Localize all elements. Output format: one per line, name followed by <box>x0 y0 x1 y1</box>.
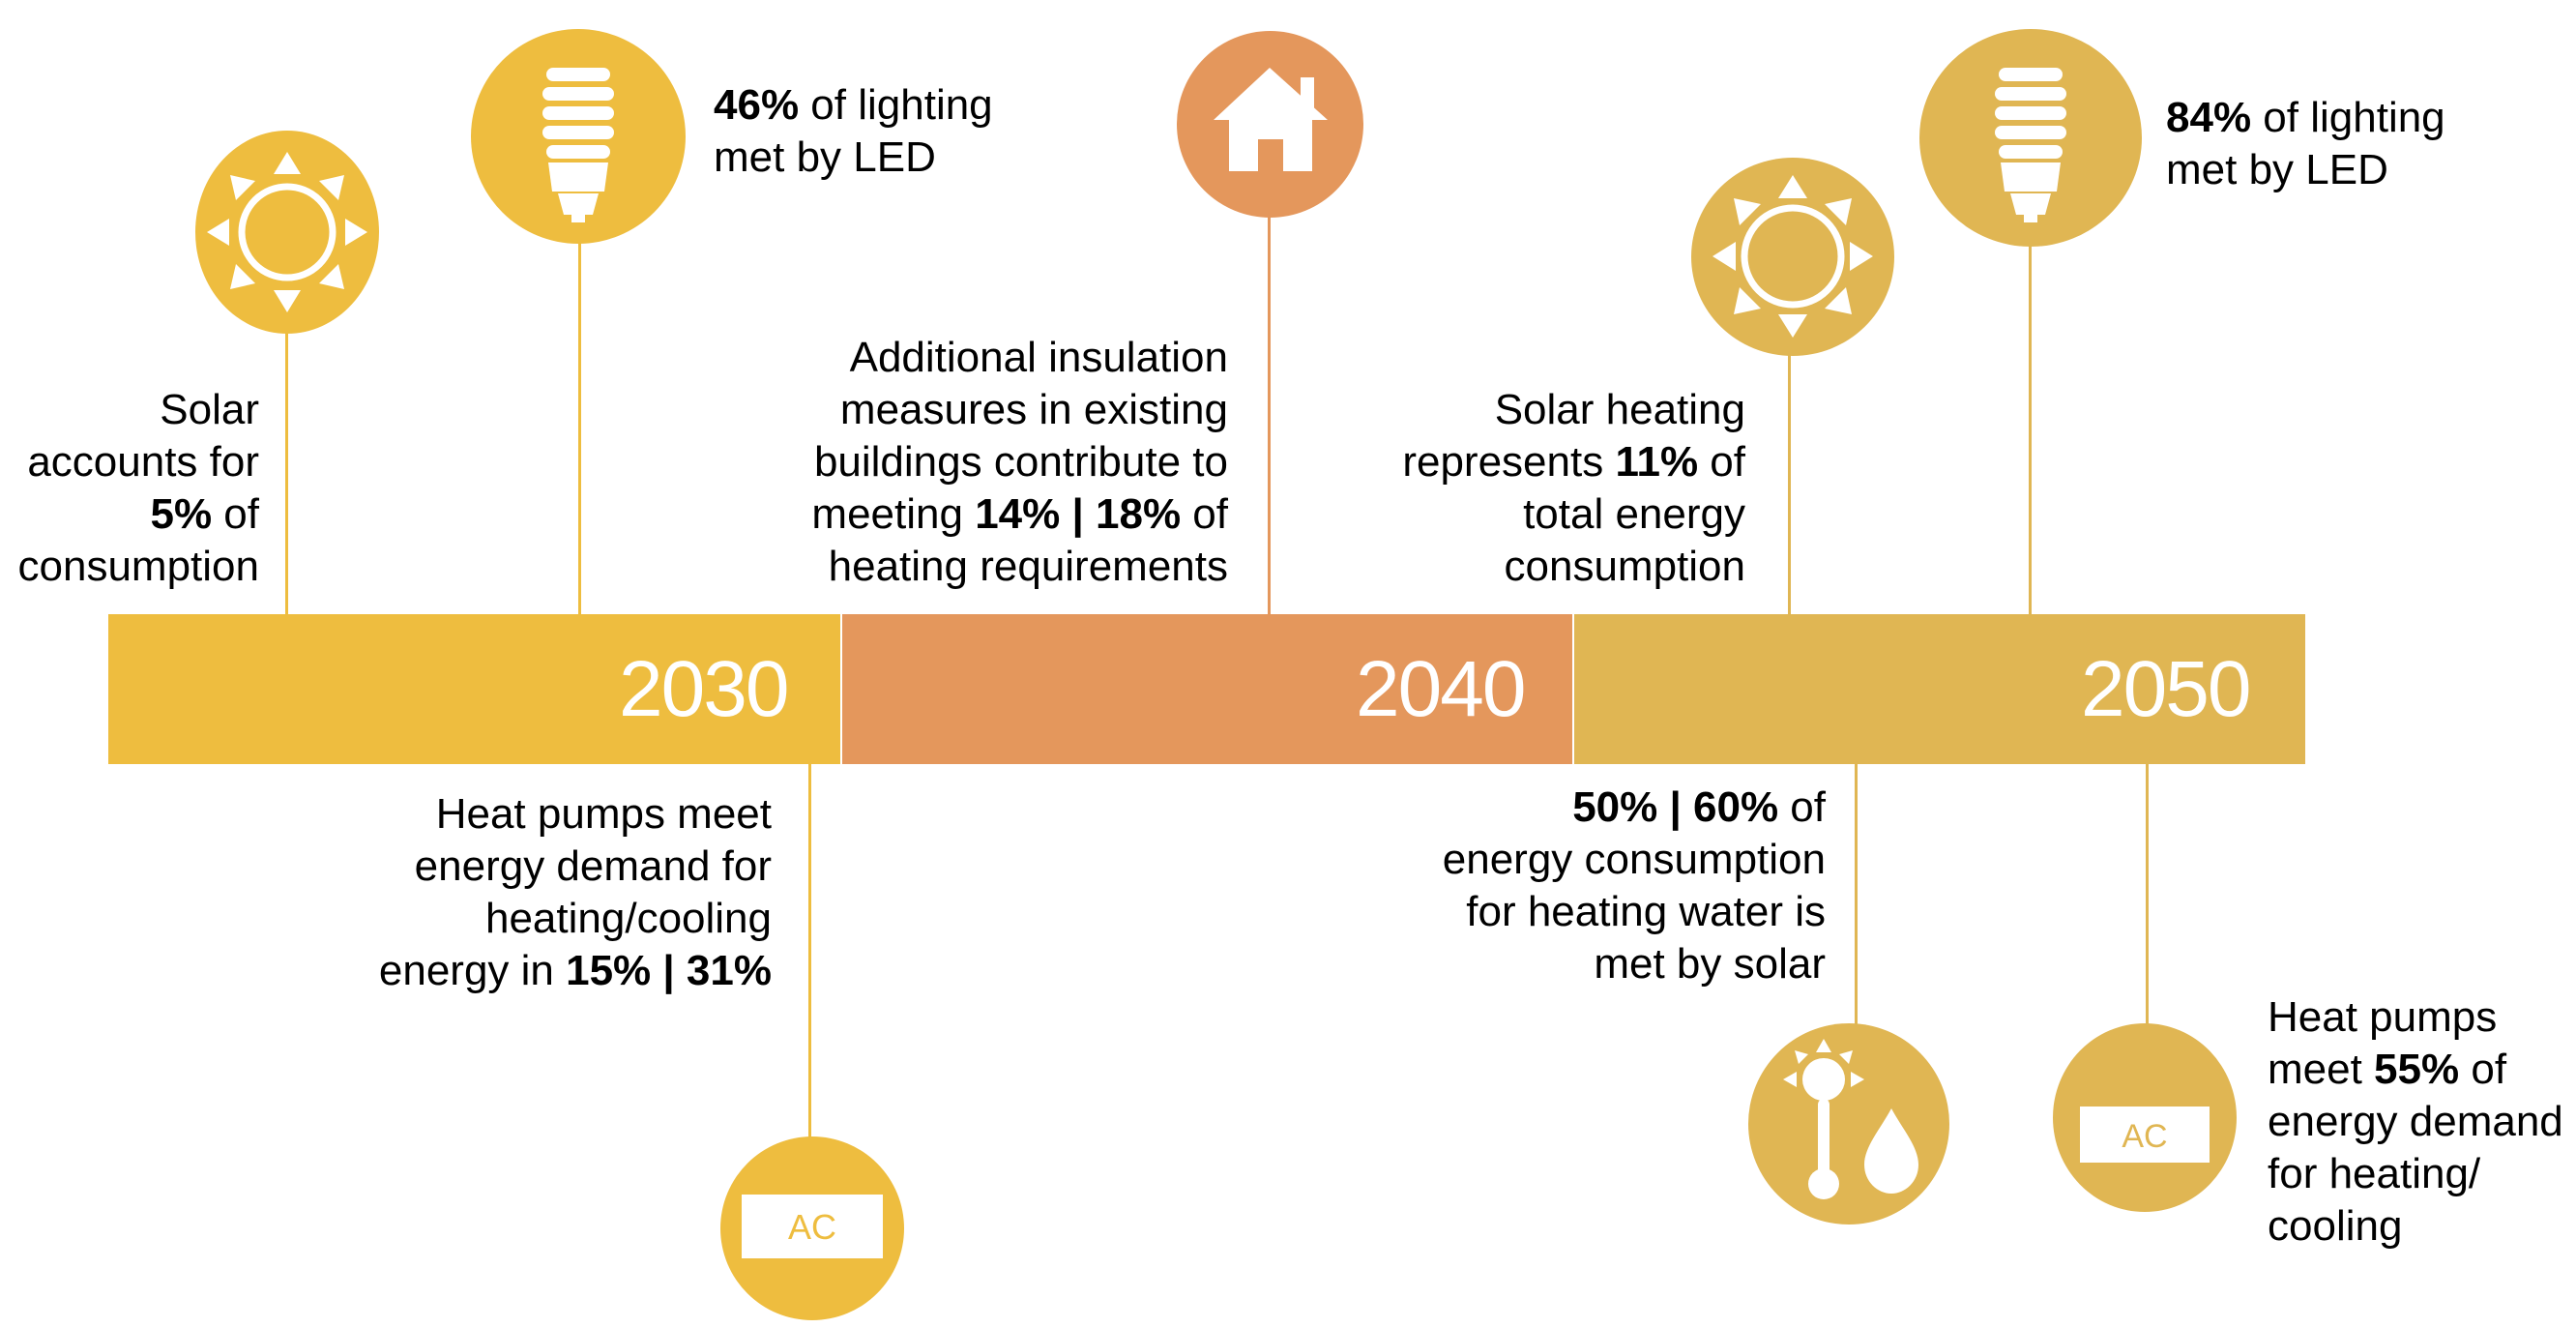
year-label-2030: 2030 <box>619 645 789 733</box>
stem-solar-2030 <box>285 329 288 615</box>
timeline-segment-2050 <box>1574 614 2305 764</box>
lightbulb-icon <box>1919 29 2142 247</box>
heatpump-2050-text: Heat pumps meet 55% of energy demand for… <box>2268 993 2563 1250</box>
lightbulb-icon <box>471 29 686 244</box>
timeline-segment-2040 <box>842 614 1572 764</box>
solar-heating-2050-text: Solar heating represents 11% of total en… <box>1402 386 1745 590</box>
ac-label: AC <box>788 1207 836 1247</box>
stem-ac-2030 <box>808 764 811 1141</box>
timeline-segment-2030 <box>108 614 840 764</box>
solar-water-heating-icon <box>1748 1023 1949 1225</box>
sun-icon <box>195 131 379 334</box>
stem-water-2050 <box>1855 764 1858 1035</box>
ac-label: AC <box>2122 1118 2167 1155</box>
air-conditioner-icon: AC <box>720 1136 904 1320</box>
led-2050-text: 84% of lighting met by LED <box>2166 94 2445 193</box>
solar-water-2050-text: 50% | 60% of energy consumption for heat… <box>1442 783 1826 988</box>
sun-icon <box>1691 158 1894 356</box>
insulation-2040-text: Additional insulation measures in existi… <box>811 334 1228 590</box>
heatpump-2030-text: Heat pumps meet energy demand for heatin… <box>378 790 772 994</box>
year-label-2050: 2050 <box>2081 645 2251 733</box>
stem-led-2030 <box>578 242 581 615</box>
stem-ac-2050 <box>2146 764 2149 1030</box>
led-2030-text: 46% of lighting met by LED <box>714 81 993 181</box>
solar-2030-text: Solar accounts for 5% of consumption <box>17 386 259 590</box>
stem-led-2050 <box>2029 242 2032 615</box>
stem-house-2040 <box>1268 215 1271 615</box>
year-label-2040: 2040 <box>1356 645 1526 733</box>
house-icon <box>1177 31 1363 218</box>
air-conditioner-icon: AC <box>2053 1023 2237 1212</box>
stem-solar-2050 <box>1788 329 1791 615</box>
